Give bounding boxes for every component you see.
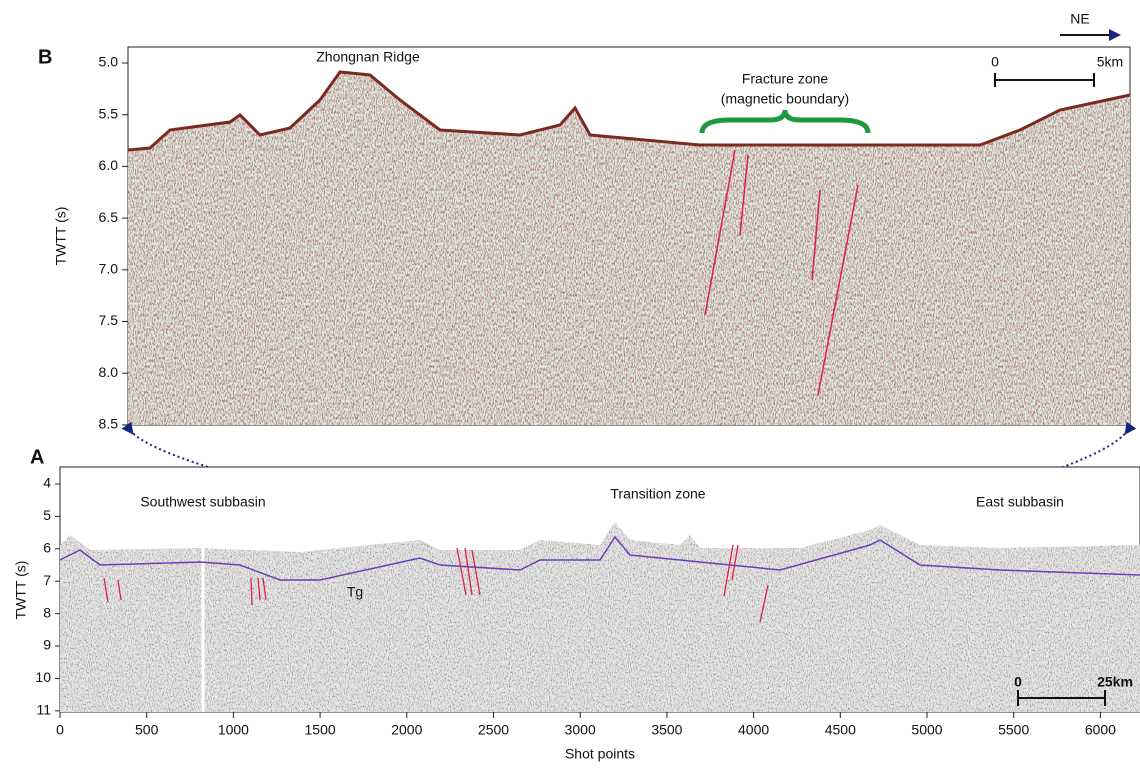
y-axis-label: TWTT (s)	[13, 561, 29, 620]
y-tick-label: 6.5	[99, 209, 119, 225]
y-tick-label: 7.0	[99, 261, 119, 277]
panel-a: A Southwest subbasin Transition zone Eas…	[13, 446, 1140, 762]
y-tick-label: 6	[43, 540, 51, 556]
panel-label: A	[30, 446, 44, 468]
y-tick-label: 5.5	[99, 105, 119, 121]
x-tick-label: 0	[56, 722, 64, 738]
y-tick-label: 8.5	[99, 416, 119, 432]
north-label: NE	[1070, 11, 1089, 27]
x-tick-label: 6000	[1085, 722, 1116, 738]
y-tick-label: 10	[35, 669, 51, 685]
y-tick-label: 11	[36, 702, 51, 718]
y-tick-label: 6.0	[99, 157, 119, 173]
scale-label: 5km	[1097, 54, 1123, 70]
seafloor-b	[127, 70, 1131, 152]
x-tick-label: 1000	[218, 722, 249, 738]
faults-a	[103, 544, 769, 623]
x-axis-label: Shot points	[565, 746, 635, 762]
x-tick-label: 3000	[565, 722, 596, 738]
faults-b	[704, 149, 859, 396]
panel-b: B NE Zhongnan Ridge Fracture zone (magne…	[38, 11, 1131, 426]
y-tick-label: 5.0	[99, 54, 119, 70]
annotation: Southwest subbasin	[140, 494, 265, 510]
seismic-a	[60, 522, 1140, 712]
y-axis-label: TWTT (s)	[53, 207, 69, 266]
y-tick-label: 7.5	[99, 312, 119, 328]
scale-label: 0	[991, 54, 999, 70]
brace	[699, 109, 871, 134]
y-tick-label: 8	[43, 604, 51, 620]
y-tick-label: 5	[43, 507, 51, 523]
x-tick-label: 5500	[998, 722, 1029, 738]
y-tick-label: 4	[43, 475, 51, 491]
tg-horizon	[59, 535, 1140, 581]
y-tick-label: 8.0	[99, 364, 119, 380]
annotation: East subbasin	[976, 494, 1064, 510]
x-tick-label: 5000	[911, 722, 942, 738]
x-tick-label: 500	[135, 722, 159, 738]
x-tick-label: 3500	[651, 722, 682, 738]
annotation: Fracture zone	[742, 71, 829, 87]
annotation: Tg	[347, 584, 363, 600]
y-tick-label: 9	[43, 637, 51, 653]
scale-label: 25km	[1097, 674, 1133, 690]
x-tick-label: 4500	[825, 722, 856, 738]
x-tick-label: 2500	[478, 722, 509, 738]
scale-label: 0	[1014, 674, 1022, 690]
annotation: Transition zone	[610, 486, 705, 502]
x-tick-label: 4000	[738, 722, 769, 738]
panel-label: B	[38, 46, 52, 68]
annotation: (magnetic boundary)	[721, 91, 849, 107]
annotation: Zhongnan Ridge	[316, 49, 420, 65]
x-tick-label: 2000	[391, 722, 422, 738]
x-tick-label: 1500	[305, 722, 336, 738]
y-tick-label: 7	[43, 572, 51, 588]
